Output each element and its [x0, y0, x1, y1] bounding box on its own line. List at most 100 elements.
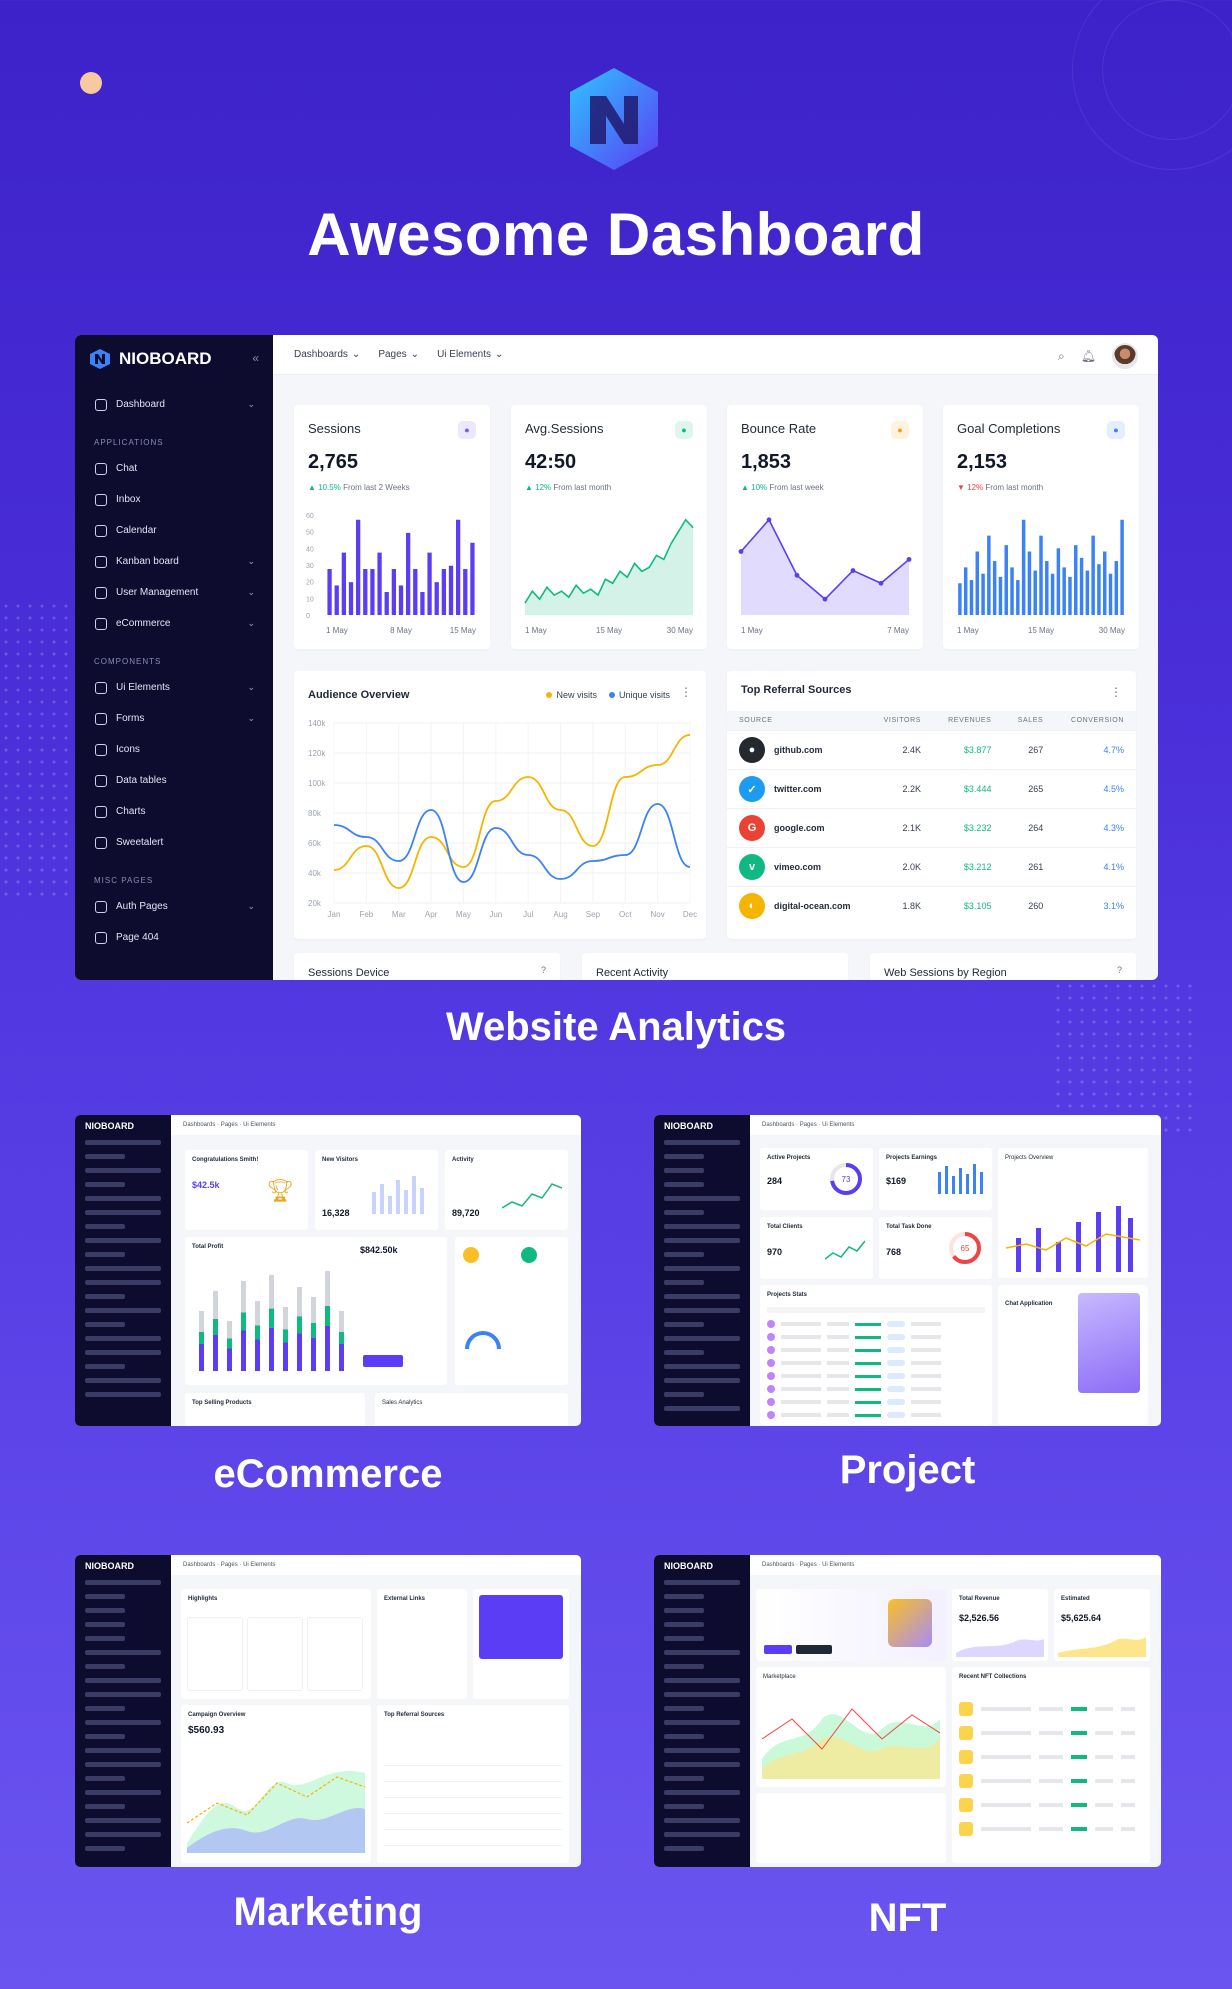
sessions-device-card: Sessions Device ?: [294, 953, 560, 980]
referral-table: SOURCE VISITORS REVENUES SALES CONVERSION ● g…: [727, 711, 1136, 926]
bar: [1114, 561, 1119, 615]
bar: [1074, 545, 1078, 615]
ecommerce-dashboard-preview[interactable]: NIOBOARD Dashboards · Pages · Ui Element…: [75, 1115, 581, 1426]
more-options-icon[interactable]: ⋮: [1110, 685, 1122, 699]
thumb-sidebar: NIOBOARD: [654, 1555, 750, 1867]
card-title: Chat Application: [1005, 1301, 1053, 1307]
x-tick-label: 8 May: [390, 626, 412, 635]
chart-legend: New visits Unique visits: [546, 690, 670, 700]
card-title: Sales Analytics: [382, 1400, 423, 1406]
card-title: Recent NFT Collections: [959, 1674, 1027, 1680]
chevron-down-icon: ⌄: [247, 399, 255, 409]
x-tick-label: 30 May: [1099, 626, 1125, 635]
help-icon[interactable]: ?: [1116, 965, 1122, 975]
thumb-card: Sales Analytics: [375, 1393, 568, 1426]
bell-icon[interactable]: 🔔︎: [1080, 349, 1096, 363]
bar: [1097, 564, 1101, 615]
bar: [339, 1311, 344, 1332]
sidebar-item-data-tables[interactable]: Data tables: [75, 765, 273, 796]
mini-area: [1058, 1637, 1146, 1657]
topbar-menu-pages[interactable]: Pages ⌄: [378, 349, 419, 360]
topbar-menu-dashboards[interactable]: Dashboards ⌄: [294, 349, 360, 360]
card-title: Projects Stats: [767, 1292, 808, 1298]
bar: [1039, 535, 1043, 615]
x-tick-label: 30 May: [667, 626, 693, 635]
bar: [363, 569, 368, 615]
menu-label: Pages: [378, 349, 407, 360]
y-tick-label: 10: [306, 596, 314, 603]
search-icon[interactable]: ⌕: [1058, 348, 1065, 363]
bar: [356, 519, 361, 615]
sidebar-item-sweetalert[interactable]: Sweetalert: [75, 827, 273, 858]
table-row[interactable]: ✓ twitter.com 2.2K $3.444 265 4.5%: [727, 769, 1136, 809]
marketing-dashboard-preview[interactable]: NIOBOARD Dashboards · Pages · Ui Element…: [75, 1555, 581, 1867]
brand-name: NIOBOARD: [85, 1561, 134, 1571]
thumb-card: Projects Stats: [760, 1285, 992, 1425]
sidebar-section-heading: COMPONENTS: [94, 657, 162, 666]
sidebar-item-kanban-board[interactable]: Kanban board ⌄: [75, 546, 273, 577]
topbar-menu-ui-elements[interactable]: Ui Elements ⌄: [437, 349, 503, 360]
site-logo-icon: ✓: [739, 776, 765, 802]
project-dashboard-preview[interactable]: NIOBOARD Dashboards · Pages · Ui Element…: [654, 1115, 1161, 1426]
legend-item-new[interactable]: New visits: [546, 690, 597, 700]
sidebar-brand[interactable]: NIOBOARD: [75, 335, 273, 383]
sidebar-item-charts[interactable]: Charts: [75, 796, 273, 827]
x-tick-label: 1 May: [957, 626, 979, 635]
table-row[interactable]: ◐ digital-ocean.com 1.8K $3.105 260 3.1%: [727, 886, 1136, 926]
explore-button[interactable]: [764, 1645, 792, 1654]
sidebar-item-page-404[interactable]: Page 404: [75, 922, 273, 953]
chevron-down-icon: ⌄: [247, 618, 255, 628]
sidebar-item-forms[interactable]: Forms ⌄: [75, 703, 273, 734]
brand-mark-icon: [90, 349, 110, 369]
table-row[interactable]: ● github.com 2.4K $3.877 267 4.7%: [727, 730, 1136, 770]
menu-icon: [95, 743, 107, 756]
sidebar-item-chat[interactable]: Chat: [75, 453, 273, 484]
more-options-icon[interactable]: ⋮: [680, 685, 692, 699]
delta-value: 10%: [751, 483, 768, 492]
conversion-cell: 3.1%: [1055, 886, 1136, 926]
x-tick-label: Sep: [586, 910, 601, 919]
menu-label: Ui Elements: [437, 349, 491, 360]
table-row: [959, 1773, 1143, 1789]
x-tick-label: Mar: [392, 910, 406, 919]
sidebar-item-label: Sweetalert: [116, 837, 164, 848]
sidebar-item-user-management[interactable]: User Management ⌄: [75, 577, 273, 608]
sidebar-item-inbox[interactable]: Inbox: [75, 484, 273, 515]
thumb-sidebar: NIOBOARD: [654, 1115, 750, 1426]
bar: [1010, 567, 1014, 615]
table-row: [767, 1384, 985, 1394]
create-button[interactable]: [796, 1645, 832, 1654]
table-row[interactable]: v vimeo.com 2.0K $3.212 261 4.1%: [727, 847, 1136, 887]
bar: [1016, 580, 1020, 615]
mini-area: [956, 1639, 1044, 1657]
menu-icon: [95, 836, 107, 849]
thumb-card: [756, 1793, 946, 1863]
view-report-button[interactable]: [363, 1355, 403, 1367]
sidebar-item-dashboard[interactable]: Dashboard ⌄: [75, 389, 273, 420]
sidebar-item-ui-elements[interactable]: Ui Elements ⌄: [75, 672, 273, 703]
sidebar-item-calendar[interactable]: Calendar: [75, 515, 273, 546]
section-label-analytics: Website Analytics: [445, 1005, 787, 1049]
bar: [255, 1325, 260, 1340]
kpi-delta: ▲ 10.5% From last 2 Weeks: [308, 483, 410, 492]
bar: [1056, 548, 1061, 615]
delta-value: 10.5%: [318, 483, 341, 492]
collapse-icon[interactable]: «: [252, 351, 259, 365]
referral-sources-card: Top Referral Sources ⋮ SOURCE VISITORS REV…: [727, 671, 1136, 939]
mini-area-chart: [187, 1770, 365, 1853]
nft-dashboard-preview[interactable]: NIOBOARD Dashboards · Pages · Ui Element…: [654, 1555, 1161, 1867]
x-tick-label: Apr: [425, 910, 438, 919]
bar: [1068, 576, 1072, 615]
sidebar-item-auth-pages[interactable]: Auth Pages ⌄: [75, 891, 273, 922]
sidebar-item-icons[interactable]: Icons: [75, 734, 273, 765]
card-title: Top Selling Products: [192, 1400, 252, 1406]
card-value: $169: [886, 1176, 907, 1186]
thumb-card: New Visitors 16,328: [315, 1150, 438, 1230]
bar: [269, 1327, 274, 1371]
avatar[interactable]: [1112, 343, 1138, 369]
help-icon[interactable]: ?: [540, 965, 546, 975]
legend-item-unique[interactable]: Unique visits: [608, 690, 670, 700]
kpi-value: 2,765: [308, 451, 359, 473]
sidebar-item-ecommerce[interactable]: eCommerce ⌄: [75, 608, 273, 639]
